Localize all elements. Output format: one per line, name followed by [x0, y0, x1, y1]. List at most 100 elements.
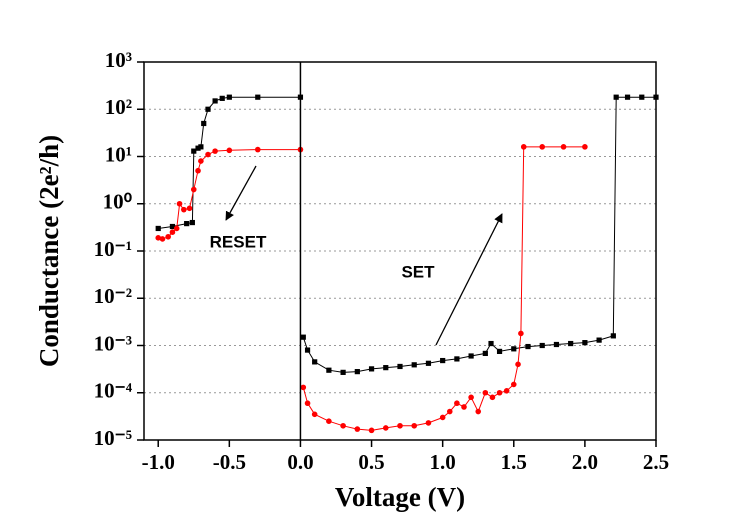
point — [219, 95, 225, 101]
point — [300, 384, 307, 391]
point — [189, 219, 195, 226]
point — [304, 347, 311, 353]
point — [511, 346, 517, 352]
point — [201, 120, 207, 127]
y-tick-label: 10⁰ — [103, 190, 133, 214]
point — [425, 360, 432, 366]
point — [191, 148, 197, 154]
point — [195, 167, 201, 174]
point — [198, 158, 204, 164]
point — [155, 235, 162, 241]
point — [340, 369, 346, 375]
point — [354, 369, 360, 375]
point — [482, 389, 489, 396]
y-tick-label: 10⁻³ — [94, 331, 132, 355]
point — [184, 221, 190, 227]
point — [503, 387, 510, 394]
point — [454, 400, 460, 407]
y-tick-label: 10⁻⁵ — [94, 426, 132, 450]
point — [368, 366, 375, 372]
point — [610, 333, 616, 339]
point — [173, 225, 180, 232]
point — [489, 394, 496, 401]
y-tick-label: 10⁻² — [94, 284, 132, 308]
point — [340, 422, 346, 429]
point — [176, 200, 183, 207]
point — [312, 359, 318, 365]
x-tick-label: -1.0 — [142, 450, 175, 474]
point — [354, 426, 361, 432]
reset-label: RESET — [210, 232, 267, 251]
point — [382, 425, 389, 431]
point — [425, 420, 432, 426]
point — [639, 94, 645, 100]
point — [488, 340, 494, 347]
point — [311, 411, 318, 418]
set-arrow — [435, 213, 503, 346]
point — [165, 233, 171, 240]
point — [596, 337, 602, 343]
y-tick-label: 10⁻⁴ — [94, 379, 133, 403]
point — [326, 367, 332, 373]
y-tick-label: 10¹ — [105, 142, 132, 166]
point — [169, 223, 176, 230]
point — [439, 414, 446, 421]
point — [582, 340, 588, 346]
set-label: SET — [401, 262, 435, 281]
point — [496, 389, 503, 396]
point — [539, 342, 545, 349]
point — [613, 94, 619, 100]
point — [553, 341, 560, 348]
x-tick-label: 1.0 — [430, 450, 456, 474]
point — [159, 236, 166, 242]
point — [186, 205, 193, 212]
point — [155, 225, 161, 232]
y-tick-label: 10⁻¹ — [94, 237, 132, 261]
y-axis-title: Conductance (2e²/h) — [34, 135, 64, 367]
point — [560, 144, 567, 150]
x-tick-label: -0.5 — [213, 450, 246, 474]
point — [255, 94, 261, 100]
point — [190, 186, 197, 193]
point — [198, 144, 204, 150]
point — [212, 148, 218, 154]
point — [520, 144, 527, 150]
x-tick-label: 0.5 — [358, 450, 384, 474]
point — [525, 343, 531, 350]
point — [205, 151, 211, 158]
point — [440, 357, 446, 364]
y-tick-label: 10³ — [105, 48, 132, 72]
point — [304, 400, 311, 407]
point — [226, 94, 232, 100]
point — [411, 362, 417, 368]
point — [205, 106, 211, 112]
point — [195, 145, 201, 151]
series-line — [158, 146, 585, 431]
point — [397, 422, 403, 429]
point — [582, 144, 588, 150]
point — [624, 94, 631, 100]
point — [482, 350, 488, 357]
point — [411, 422, 418, 429]
point — [454, 356, 460, 362]
point — [461, 404, 467, 410]
x-axis-title: Voltage (V) — [335, 482, 465, 512]
point — [518, 330, 524, 337]
point — [383, 365, 389, 371]
x-tick-label: 2.5 — [643, 450, 669, 474]
point — [226, 147, 233, 154]
point — [468, 353, 474, 359]
x-tick-label: 0.0 — [287, 450, 313, 474]
point — [169, 229, 176, 235]
point — [510, 381, 517, 388]
point — [368, 427, 375, 434]
point — [475, 408, 482, 415]
x-tick-label: 2.0 — [572, 450, 598, 474]
point — [468, 394, 474, 401]
point — [568, 340, 574, 347]
point — [397, 363, 403, 370]
point — [446, 408, 453, 415]
y-tick-label: 10² — [105, 95, 132, 119]
point — [254, 146, 261, 153]
